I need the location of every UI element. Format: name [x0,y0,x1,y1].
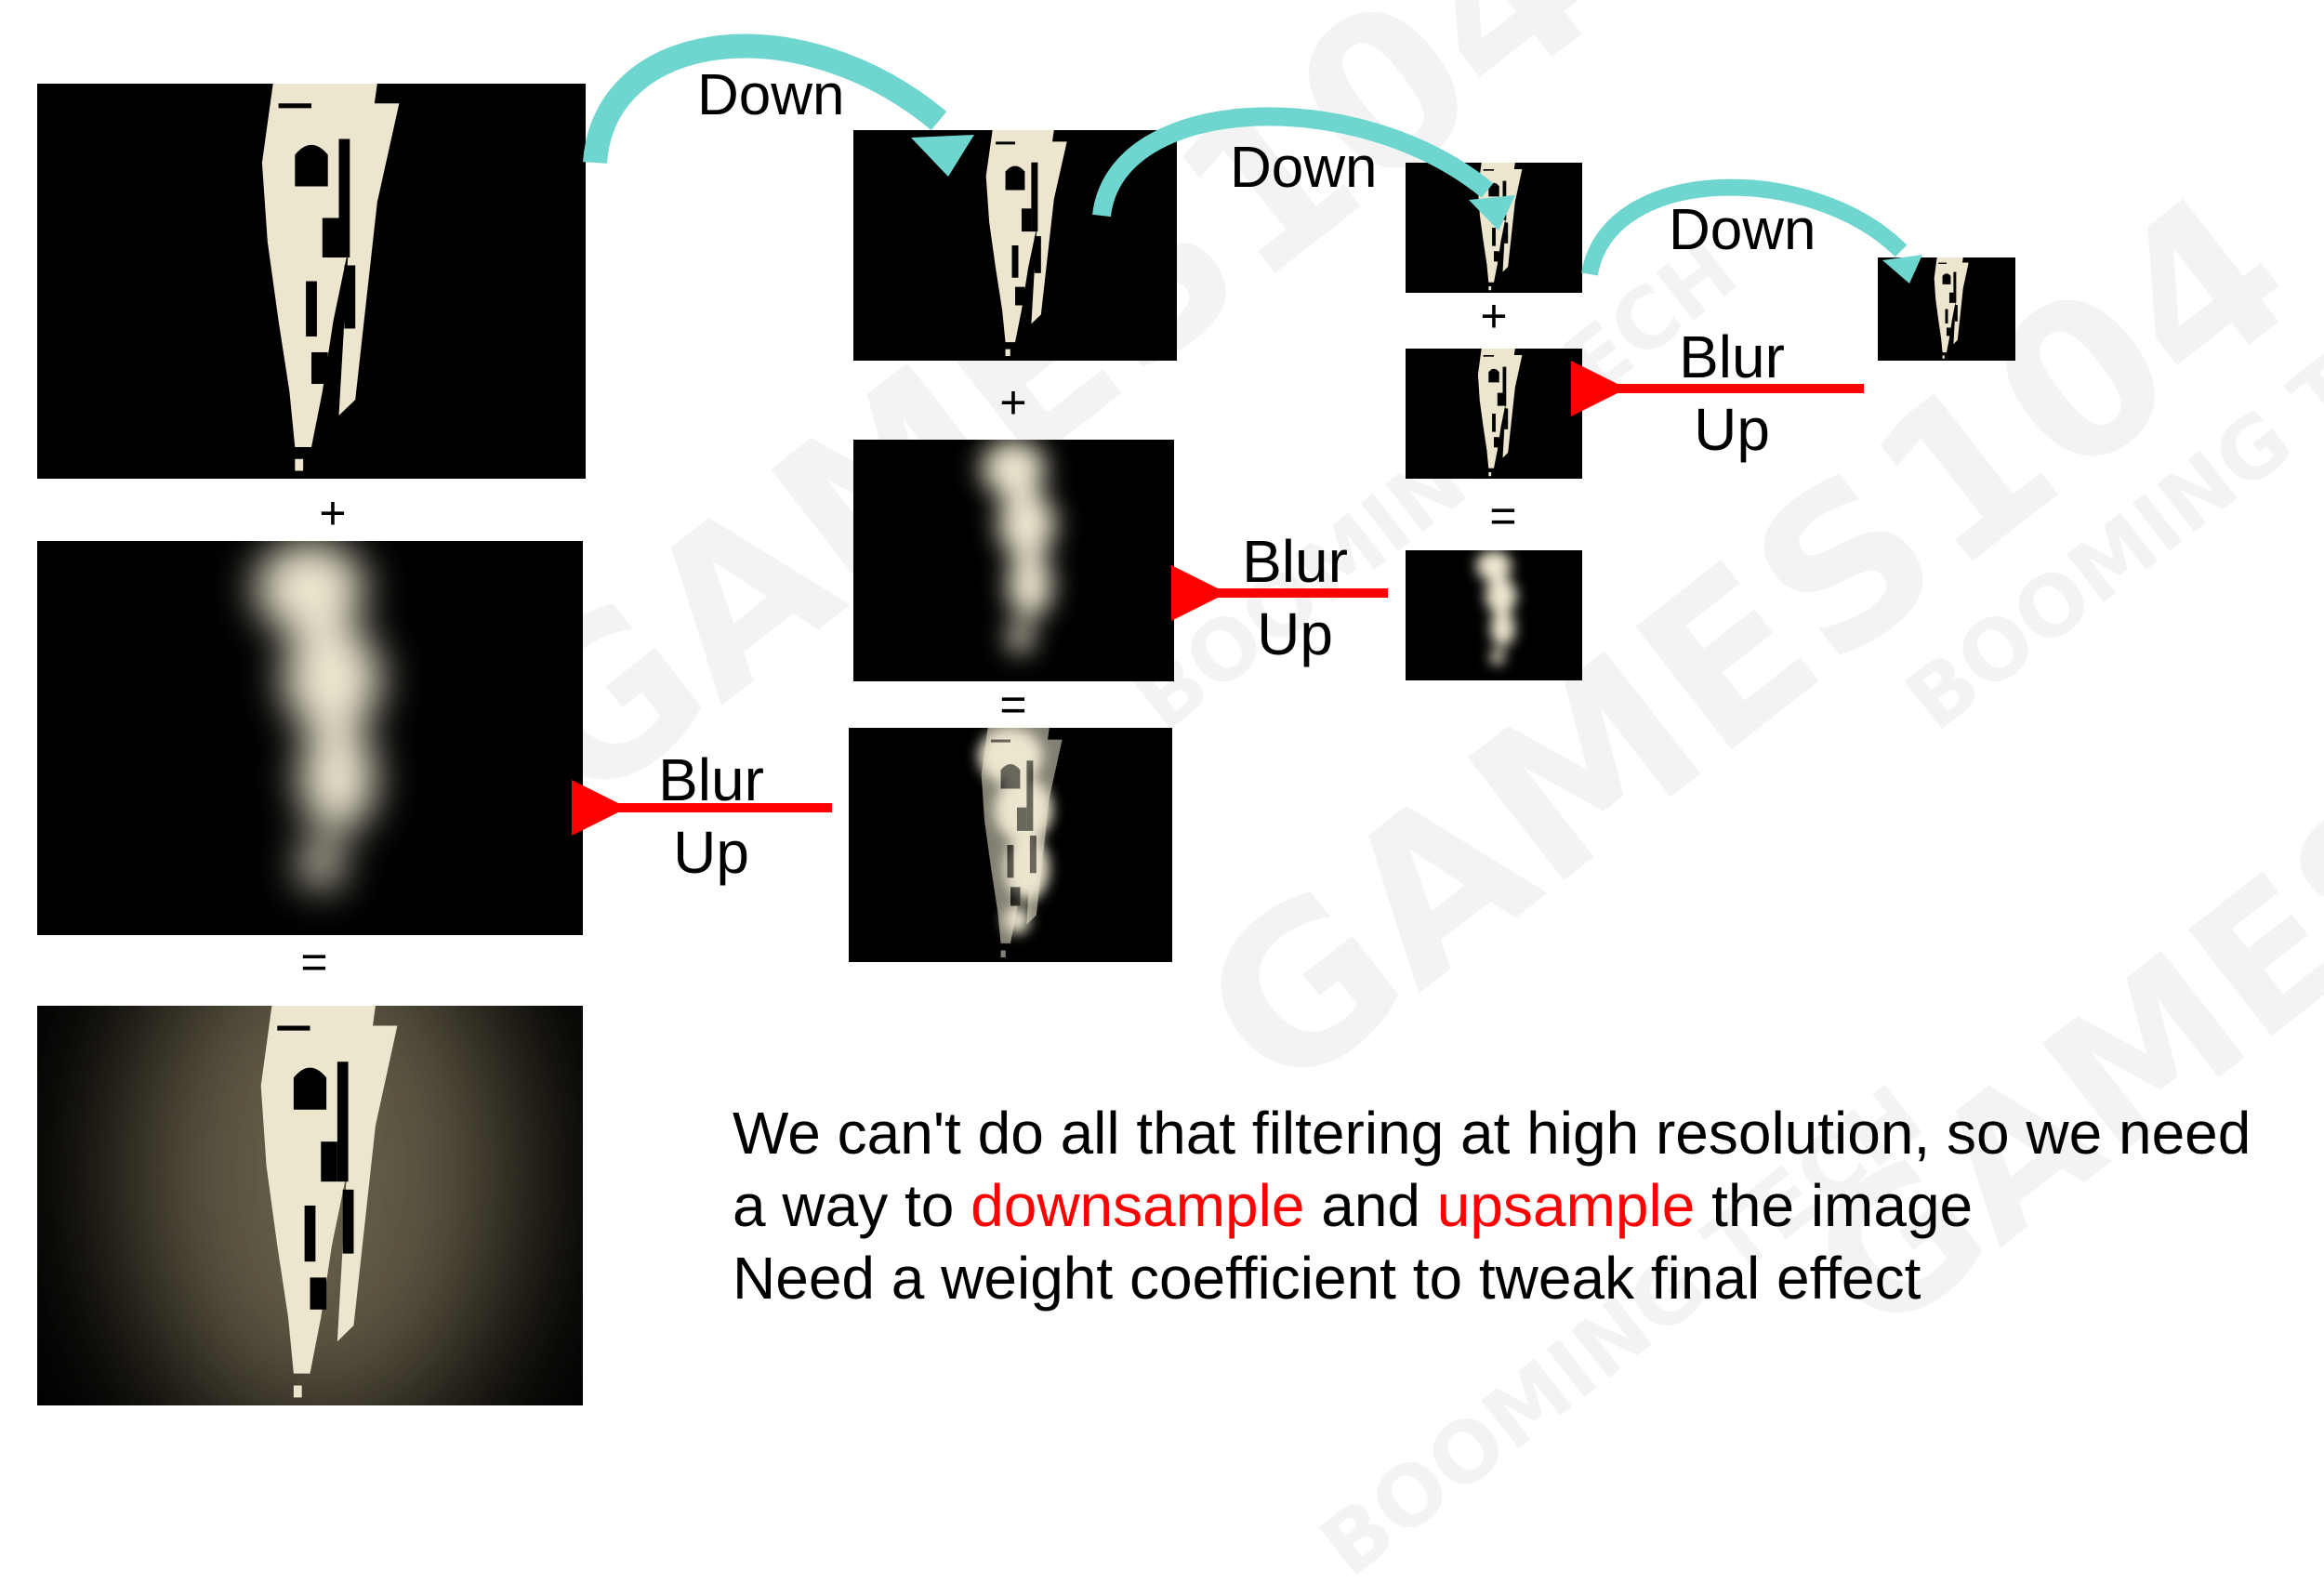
highlight-upsample: upsample [1436,1172,1696,1239]
equals-sign: = [300,936,328,988]
image-level-1-result [849,728,1172,962]
label-up: Up [673,819,749,887]
down-arrow-2 [1092,107,1515,231]
label-down-3: Down [1669,198,1816,262]
plus-sign: + [319,487,347,539]
down-arrow-3 [1581,178,1922,284]
down-arrow-1 [583,33,974,177]
image-down-2 [1406,163,1582,293]
caption-text-segment: the image [1695,1172,1974,1239]
label-down-1: Down [697,63,845,127]
plus-sign: + [999,376,1027,429]
image-final-composite [37,1006,583,1405]
caption-line-1: We can't do all that filtering at high r… [733,1100,2251,1167]
image-level-1-blurred [853,440,1174,681]
label-down-2: Down [1230,136,1378,200]
equals-sign: = [999,679,1027,731]
image-level-2-result [1406,550,1582,680]
plus-sign: + [1480,290,1508,342]
label-blur-up-2: Blur Up [1202,525,1388,670]
label-up: Up [1257,600,1333,668]
label-blur-up-1: Blur Up [1639,321,1825,466]
caption-line-3: Need a weight coefficient to tweak final… [733,1245,1921,1312]
caption-text: We can't do all that filtering at high r… [733,1097,2313,1314]
caption-line-2: a way to downsample and upsample the ima… [733,1169,2313,1242]
label-blur: Blur [1679,323,1785,390]
label-blur: Blur [1242,528,1348,595]
caption-text-segment: and [1304,1172,1437,1239]
label-blur-up-3: Blur Up [618,744,804,889]
label-up: Up [1694,396,1770,464]
image-level-2-add [1406,349,1582,479]
caption-text-segment: a way to [733,1172,971,1239]
highlight-downsample: downsample [971,1172,1305,1239]
image-full-res [37,84,586,479]
equals-sign: = [1489,490,1517,542]
image-full-res-blurred [37,541,583,935]
label-blur: Blur [658,746,764,813]
bloom-diagram [37,33,2015,1405]
